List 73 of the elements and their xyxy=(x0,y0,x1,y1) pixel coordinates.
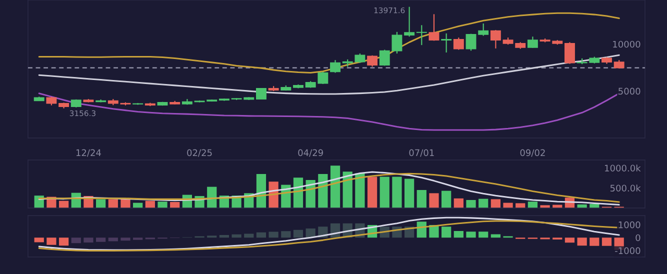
candlestick xyxy=(404,6,415,38)
bar xyxy=(490,199,500,208)
bar xyxy=(58,238,69,246)
bar xyxy=(170,202,180,208)
bar xyxy=(232,234,242,238)
bar xyxy=(330,166,340,208)
candlestick xyxy=(527,36,538,48)
candlestick xyxy=(441,32,452,54)
bar xyxy=(46,238,56,245)
bar xyxy=(96,199,106,208)
line-series xyxy=(38,54,620,95)
bar xyxy=(503,202,513,208)
y-tick-label: 10000 xyxy=(613,40,640,48)
bar xyxy=(478,198,488,208)
bar xyxy=(429,193,439,208)
bar xyxy=(380,176,390,208)
bar xyxy=(71,238,81,244)
candlestick xyxy=(478,22,489,36)
line-series xyxy=(38,92,620,131)
y-tick-label: -1000 xyxy=(615,247,640,254)
candlestick xyxy=(453,36,464,50)
bar xyxy=(564,238,575,243)
bar xyxy=(244,234,254,238)
candlestick xyxy=(428,14,440,42)
x-tick-label: 09/02 xyxy=(520,149,545,157)
x-tick-label: 02/25 xyxy=(187,149,212,157)
candlestick xyxy=(564,42,575,64)
bar xyxy=(442,190,452,208)
bar xyxy=(416,222,426,238)
x-tick-label: 04/29 xyxy=(298,149,323,157)
y-tick-label: 1000 xyxy=(618,221,640,228)
bar xyxy=(256,232,266,238)
bar xyxy=(454,198,464,208)
bar xyxy=(281,231,291,238)
x-tick-label: 12/24 xyxy=(76,149,101,157)
bar xyxy=(120,238,130,241)
bar xyxy=(158,202,168,208)
y-tick-label: 1000.0k xyxy=(605,164,641,172)
bar xyxy=(108,199,118,208)
y-tick-label: 0 xyxy=(636,234,640,242)
bar xyxy=(404,178,414,208)
bar xyxy=(34,238,44,242)
bar xyxy=(442,226,452,238)
bar xyxy=(516,203,526,208)
bar xyxy=(528,202,538,208)
bar xyxy=(268,232,278,238)
bar xyxy=(293,230,304,238)
bar xyxy=(454,230,464,238)
bar xyxy=(466,232,476,238)
bar xyxy=(577,238,587,246)
y-tick-label: 5000 xyxy=(618,88,640,95)
bar xyxy=(602,238,612,246)
candlestick xyxy=(490,29,501,49)
bar xyxy=(466,200,476,208)
bar xyxy=(108,238,118,242)
bar xyxy=(416,190,426,208)
y-tick-label: 500.0k xyxy=(610,184,641,192)
candlestick xyxy=(416,24,427,46)
bar xyxy=(540,205,550,208)
candlestick xyxy=(466,33,476,52)
candlestick xyxy=(330,60,340,74)
bar xyxy=(84,238,94,243)
bar xyxy=(590,238,600,246)
bar xyxy=(367,176,378,208)
bar xyxy=(478,232,488,238)
bar xyxy=(306,228,316,238)
bar xyxy=(490,234,500,238)
x-tick-label: 07/01 xyxy=(409,149,434,157)
bar xyxy=(355,173,365,208)
bar xyxy=(392,176,402,208)
bar xyxy=(120,198,130,208)
bar xyxy=(96,238,106,242)
bar xyxy=(219,235,230,238)
